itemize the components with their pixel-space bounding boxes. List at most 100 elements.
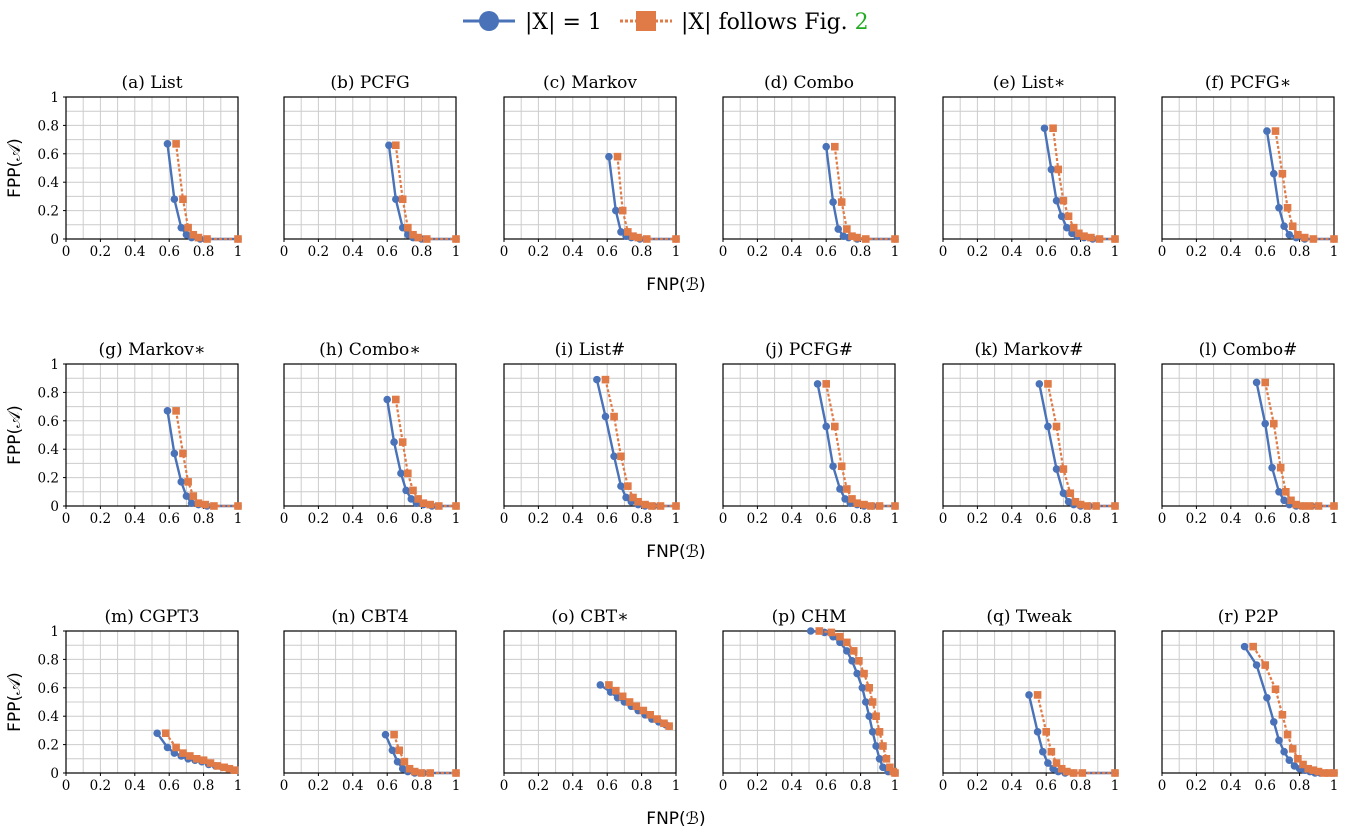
- series1-point: [843, 647, 851, 655]
- series2-point: [1047, 747, 1056, 756]
- series2-point: [452, 769, 460, 777]
- x-tick-label: 0.8: [1070, 778, 1091, 794]
- series2-point: [1075, 229, 1083, 238]
- series2-point: [848, 232, 856, 240]
- x-tick-label: 1: [891, 778, 900, 794]
- y-axis-label: FPP(𝒜): [5, 405, 25, 465]
- x-tick-label: 0.2: [528, 244, 549, 260]
- series1-point: [1285, 756, 1294, 765]
- series2-point: [1078, 769, 1087, 777]
- series1-point: [834, 225, 843, 233]
- series1-point: [385, 141, 393, 150]
- series2-point: [1300, 233, 1309, 242]
- x-tick-label: 0.2: [1186, 511, 1207, 527]
- series2-point: [1111, 769, 1119, 777]
- y-tick-label: 0: [50, 499, 59, 515]
- panel-title: (r) P2P: [1218, 607, 1279, 627]
- series1-point: [177, 478, 186, 486]
- plot-frame: [942, 630, 1116, 774]
- x-tick-label: 0.8: [193, 778, 214, 794]
- y-tick-label: 0.6: [38, 414, 59, 430]
- plot-frame: [1161, 363, 1335, 507]
- x-tick-label: 0.8: [1070, 511, 1091, 527]
- legend-figure-ref[interactable]: 2: [855, 10, 869, 35]
- x-tick-label: 0: [280, 511, 289, 527]
- series2-point: [409, 230, 417, 239]
- series2-point: [831, 142, 839, 151]
- series2-point: [879, 742, 887, 750]
- x-tick-label: 0.4: [342, 244, 363, 260]
- x-tick-label: 1: [672, 778, 681, 794]
- x-tick-label: 0.2: [1186, 244, 1207, 260]
- series1-point: [872, 742, 880, 750]
- series2-point: [172, 407, 180, 415]
- series2-point: [1083, 502, 1092, 510]
- panel-title: (e) List∗: [993, 73, 1066, 93]
- series2-point: [1042, 728, 1050, 736]
- x-tick-label: 0.6: [376, 244, 397, 260]
- series1-point: [1044, 759, 1052, 767]
- series1-point: [617, 482, 625, 490]
- series1-point: [170, 449, 179, 458]
- series2-point: [398, 195, 407, 204]
- x-tick-label: 0.4: [124, 778, 145, 794]
- series2-point: [184, 223, 192, 232]
- series2-point: [1271, 685, 1280, 694]
- x-tick-label: 1: [452, 511, 461, 527]
- series2-point: [210, 502, 218, 510]
- y-tick-label: 0.4: [38, 175, 59, 191]
- series1-point: [1263, 693, 1271, 702]
- series2-point: [1294, 230, 1302, 239]
- x-tick-label: 0.8: [850, 778, 871, 794]
- series2-point: [194, 499, 203, 507]
- x-axis-label: FNP(ℬ): [646, 809, 705, 829]
- series1-point: [1285, 230, 1294, 239]
- series2-point: [860, 500, 868, 509]
- series2-point: [605, 681, 613, 689]
- series2-point: [849, 647, 858, 655]
- series2-point: [400, 757, 409, 766]
- y-tick-label: 0.4: [38, 709, 59, 725]
- legend-series2-text: |X| follows Fig.: [681, 10, 855, 35]
- series2-point: [1278, 710, 1287, 719]
- series1-point: [170, 195, 179, 204]
- series2-point: [1314, 767, 1323, 776]
- y-tick-label: 0.6: [38, 681, 59, 697]
- panel-title: (m) CGPT3: [105, 607, 200, 627]
- series2-point: [632, 702, 641, 711]
- panel: 0 0.2 0.4 0.6 0.8 1 (o) CBT∗: [500, 607, 681, 794]
- series2-point: [1249, 642, 1257, 651]
- x-tick-label: 0.8: [850, 244, 871, 260]
- panel-title: (o) CBT∗: [551, 607, 628, 627]
- x-tick-label: 1: [452, 778, 461, 794]
- x-tick-label: 0.6: [1035, 244, 1056, 260]
- series2-point: [882, 755, 891, 763]
- series1-point: [822, 142, 830, 151]
- series2-point: [891, 235, 899, 243]
- series1-point: [1280, 747, 1288, 756]
- series2-point: [648, 502, 656, 510]
- series2-point: [629, 493, 637, 502]
- series1-point: [622, 493, 630, 502]
- x-tick-label: 0.4: [1220, 244, 1241, 260]
- series2-point: [392, 141, 400, 150]
- x-tick-label: 0: [1158, 778, 1167, 794]
- series2-point: [220, 763, 229, 772]
- series1-point: [1240, 642, 1249, 651]
- x-tick-label: 0.4: [1001, 511, 1022, 527]
- series2-point: [843, 225, 851, 233]
- x-tick-label: 0.4: [781, 511, 802, 527]
- series1-point: [879, 763, 887, 772]
- series1-line: [1038, 383, 1115, 508]
- series2-point: [624, 482, 632, 490]
- panel: 0 0.2 0.4 0.6 0.8 1 (i) List#: [500, 340, 681, 527]
- series1-point: [153, 729, 161, 738]
- x-tick-label: 0.6: [158, 511, 179, 527]
- series2-point: [612, 686, 620, 695]
- x-tick-label: 1: [891, 244, 900, 260]
- plot-frame: [722, 96, 896, 240]
- series2-point: [867, 502, 875, 510]
- panel-title: (l) Combo#: [1199, 340, 1298, 360]
- panel: 0 0.2 0.4 0.6 0.8 1 (p) CHM: [719, 607, 900, 794]
- series2-point: [184, 478, 192, 486]
